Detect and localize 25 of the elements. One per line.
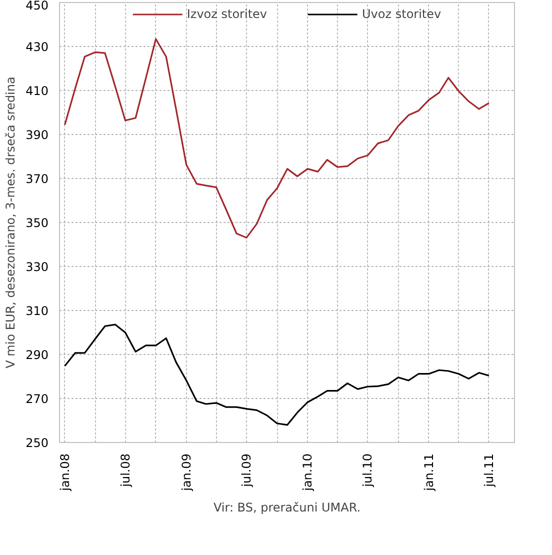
y-tick-label: 270 bbox=[26, 392, 48, 406]
y-tick-label: 430 bbox=[26, 40, 48, 54]
x-tick-label: jul.11 bbox=[482, 454, 496, 488]
y-tick-label: 310 bbox=[26, 304, 48, 318]
y-tick-label: 410 bbox=[26, 84, 48, 98]
y-tick-label: 450 bbox=[26, 0, 48, 12]
text: Vir: BS, preračuni UMAR. bbox=[213, 500, 361, 514]
x-tick-label: jan.08 bbox=[58, 453, 72, 492]
line-series bbox=[64, 324, 490, 426]
y-axis-title: V mio EUR, desezonirano, 3-mes. drseča sredina bbox=[4, 76, 18, 368]
y-tick-label: 330 bbox=[26, 260, 48, 274]
x-tick-label: jul.10 bbox=[360, 454, 375, 488]
x-tick-label: jan.10 bbox=[300, 453, 315, 492]
legend-label: Uvoz storitev bbox=[362, 7, 442, 21]
legend-label: Izvoz storitev bbox=[186, 7, 268, 21]
y-tick-label: 390 bbox=[26, 128, 48, 142]
x-tick-label: jan.11 bbox=[422, 453, 436, 492]
line-series bbox=[64, 38, 490, 238]
x-tick-label: jul.08 bbox=[118, 454, 132, 488]
y-tick-label: 290 bbox=[26, 348, 48, 362]
y-tick-label: 250 bbox=[26, 436, 48, 450]
y-tick-label: 370 bbox=[26, 172, 48, 186]
y-tick-label: 350 bbox=[26, 216, 48, 230]
x-tick-label: jul.09 bbox=[239, 454, 254, 488]
x-tick-label: jan.09 bbox=[179, 453, 194, 492]
